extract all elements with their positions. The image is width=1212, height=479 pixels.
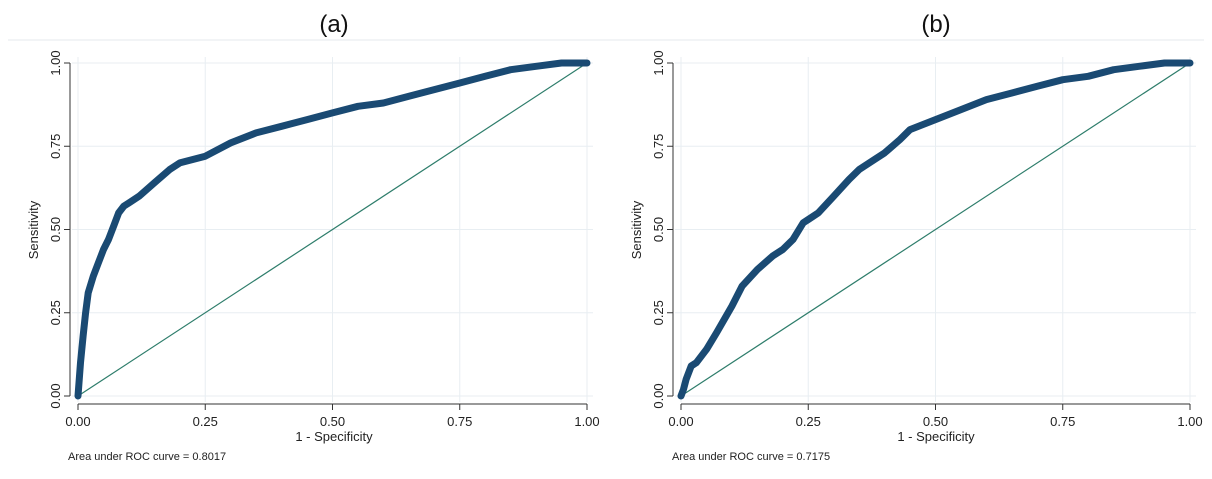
x-tick-label: 1.00 — [1177, 414, 1202, 429]
tick-labels: 0.00 0.25 0.50 0.75 1.00 0.00 0.25 0.50 0.75 1.00 — [48, 50, 600, 429]
x-axis-title: 1 - Specificity — [295, 429, 373, 444]
y-axis-title: Sensitivity — [26, 200, 41, 259]
y-tick-label: 1.00 — [48, 50, 63, 75]
chart-panel-b: (b) 0.00 0.25 0.50 0.75 1.00 0.00 0.25 0.50 0.75… — [629, 11, 1203, 463]
x-tick-label: 1.00 — [574, 414, 599, 429]
roc-line — [677, 59, 1194, 400]
y-tick-label: 1.00 — [651, 50, 666, 75]
x-tick-label: 0.00 — [65, 414, 90, 429]
chart-panel-a: (a) 0.00 0.25 0.50 0.75 1.00 0.00 0.25 0.50 0.75… — [26, 11, 600, 463]
y-tick-label: 0.25 — [651, 300, 666, 325]
y-tick-label: 0.25 — [48, 300, 63, 325]
auc-note: Area under ROC curve = 0.7175 — [672, 451, 830, 463]
x-tick-label: 0.50 — [923, 414, 948, 429]
roc-curve — [677, 59, 1194, 400]
panel-label: (b) — [921, 11, 950, 38]
roc-line — [74, 59, 591, 400]
reference-diagonal — [680, 62, 1191, 397]
x-tick-label: 0.50 — [320, 414, 345, 429]
axes — [667, 62, 1191, 410]
y-tick-label: 0.00 — [651, 383, 666, 408]
auc-note: Area under ROC curve = 0.8017 — [68, 451, 226, 463]
panel-label: (a) — [319, 11, 348, 38]
y-tick-label: 0.75 — [48, 134, 63, 159]
reference-line — [77, 62, 588, 397]
axes — [64, 62, 588, 410]
reference-diagonal — [77, 62, 588, 397]
x-tick-label: 0.00 — [668, 414, 693, 429]
roc-curve — [74, 59, 591, 400]
y-tick-label: 0.75 — [651, 134, 666, 159]
x-axis-title: 1 - Specificity — [897, 429, 975, 444]
x-tick-label: 0.75 — [1050, 414, 1075, 429]
x-tick-label: 0.75 — [447, 414, 472, 429]
tick-labels: 0.00 0.25 0.50 0.75 1.00 0.00 0.25 0.50 0.75 1.00 — [651, 50, 1203, 429]
reference-line — [680, 62, 1191, 397]
x-tick-label: 0.25 — [193, 414, 218, 429]
y-tick-label: 0.50 — [48, 217, 63, 242]
y-tick-label: 0.00 — [48, 383, 63, 408]
y-tick-label: 0.50 — [651, 217, 666, 242]
x-tick-label: 0.25 — [796, 414, 821, 429]
y-axis-title: Sensitivity — [629, 200, 644, 259]
